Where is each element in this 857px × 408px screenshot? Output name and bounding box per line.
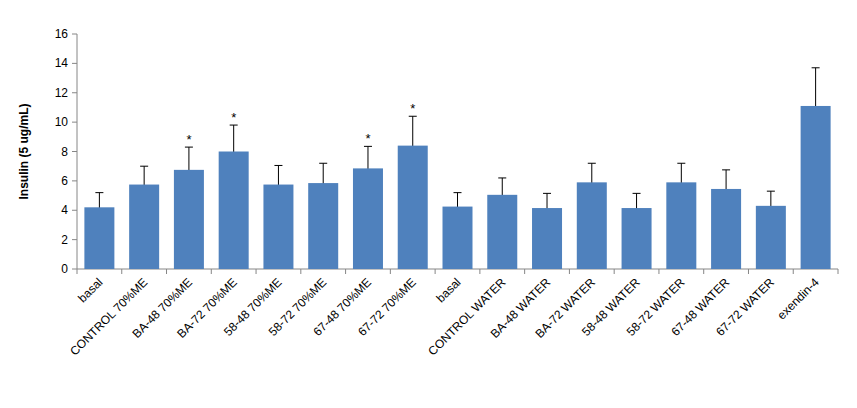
- y-tick: [72, 210, 77, 211]
- y-tick-label: 14: [55, 56, 69, 70]
- x-tick-label: exendin-4: [775, 275, 822, 322]
- x-tick: [569, 269, 570, 274]
- bar: [666, 182, 696, 269]
- y-tick: [72, 34, 77, 35]
- x-tick: [479, 269, 480, 274]
- x-tick: [77, 269, 78, 274]
- y-tick: [72, 122, 77, 123]
- bar: [622, 208, 652, 269]
- x-tick-label: 67-72 70%ME: [355, 275, 419, 339]
- bar: [398, 146, 428, 269]
- bar: [219, 152, 249, 270]
- x-tick-label: CONTROL WATER: [425, 275, 508, 358]
- x-tick: [793, 269, 794, 274]
- bar: [353, 168, 383, 269]
- y-tick-label: 2: [61, 233, 68, 247]
- y-tick-label: 0: [61, 262, 68, 276]
- x-tick: [121, 269, 122, 274]
- y-tick-label: 6: [61, 174, 68, 188]
- x-tick-label: 67-72 WATER: [713, 275, 777, 339]
- x-tick: [838, 269, 839, 274]
- annotation: *: [231, 110, 236, 125]
- y-tick: [72, 92, 77, 93]
- bar: [84, 207, 114, 269]
- y-tick: [72, 151, 77, 152]
- bar: [711, 189, 741, 269]
- y-tick-label: 16: [55, 27, 69, 41]
- chart: 0246810121416Insulin (5 ug/mL)****basalC…: [0, 0, 857, 408]
- bar: [443, 207, 473, 269]
- y-tick-label: 4: [61, 203, 68, 217]
- x-tick: [166, 269, 167, 274]
- y-tick: [72, 269, 77, 270]
- bar: [308, 183, 338, 269]
- x-tick: [614, 269, 615, 274]
- bar: [577, 182, 607, 269]
- y-tick: [72, 239, 77, 240]
- bar: [263, 185, 293, 269]
- annotation: *: [186, 132, 191, 147]
- x-tick-label: CONTROL 70%ME: [67, 275, 150, 358]
- y-tick-label: 8: [61, 145, 68, 159]
- annotation: *: [365, 131, 370, 146]
- y-axis-label: Insulin (5 ug/mL): [17, 104, 31, 200]
- x-tick: [211, 269, 212, 274]
- x-tick: [345, 269, 346, 274]
- x-tick: [300, 269, 301, 274]
- x-tick: [256, 269, 257, 274]
- x-tick: [390, 269, 391, 274]
- bar: [129, 185, 159, 269]
- x-tick-label: basal: [433, 275, 463, 305]
- y-tick: [72, 63, 77, 64]
- bars: [95, 68, 819, 223]
- y-tick: [72, 180, 77, 181]
- x-tick: [658, 269, 659, 274]
- x-tick-label: basal: [75, 275, 105, 305]
- annotation: *: [410, 101, 415, 116]
- bar: [487, 195, 517, 269]
- bar: [532, 208, 562, 269]
- bar: [756, 206, 786, 269]
- x-tick: [524, 269, 525, 274]
- x-tick: [748, 269, 749, 274]
- x-tick: [435, 269, 436, 274]
- x-tick: [703, 269, 704, 274]
- bar: [174, 170, 204, 269]
- bar: [801, 106, 831, 269]
- y-tick-label: 10: [55, 115, 69, 129]
- y-tick-label: 12: [55, 86, 69, 100]
